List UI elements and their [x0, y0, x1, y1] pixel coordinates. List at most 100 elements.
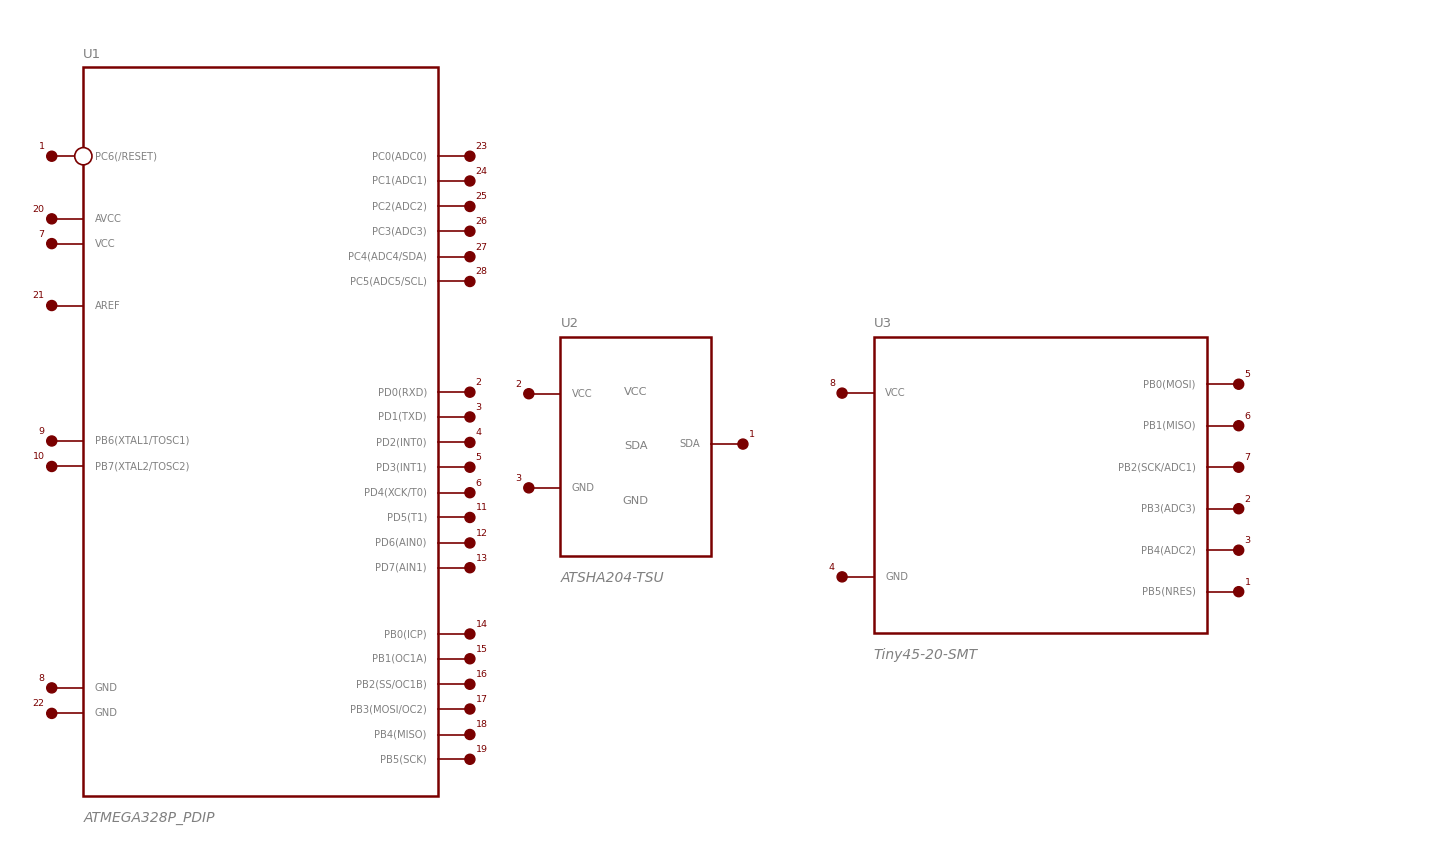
- Circle shape: [46, 152, 57, 162]
- Text: PD0(RXD): PD0(RXD): [378, 387, 427, 397]
- Circle shape: [46, 461, 57, 472]
- Text: PD2(INT0): PD2(INT0): [376, 438, 427, 447]
- Text: 16: 16: [476, 670, 487, 679]
- Circle shape: [466, 276, 474, 286]
- Bar: [560, 337, 711, 556]
- Text: PC6(/RESET): PC6(/RESET): [95, 152, 157, 161]
- Circle shape: [46, 436, 57, 446]
- Circle shape: [466, 412, 474, 422]
- Text: PB5(SCK): PB5(SCK): [381, 754, 427, 765]
- Circle shape: [46, 301, 57, 311]
- Text: 24: 24: [476, 167, 487, 176]
- Text: 17: 17: [476, 695, 487, 704]
- Text: GND: GND: [572, 482, 595, 493]
- Circle shape: [466, 387, 474, 397]
- Circle shape: [46, 214, 57, 224]
- Circle shape: [1233, 545, 1244, 555]
- Text: 10: 10: [33, 452, 45, 461]
- Text: 11: 11: [476, 504, 487, 513]
- Text: 3: 3: [1244, 536, 1250, 545]
- Circle shape: [1233, 504, 1244, 514]
- Circle shape: [466, 438, 474, 447]
- Text: 22: 22: [33, 700, 45, 708]
- Text: PC0(ADC0): PC0(ADC0): [372, 152, 427, 161]
- Circle shape: [466, 201, 474, 211]
- Circle shape: [466, 538, 474, 548]
- Text: 7: 7: [39, 230, 45, 238]
- Text: 1: 1: [749, 430, 754, 439]
- Text: ATMEGA328P_PDIP: ATMEGA328P_PDIP: [83, 811, 216, 825]
- Text: PB4(ADC2): PB4(ADC2): [1141, 546, 1196, 555]
- Text: GND: GND: [622, 496, 650, 506]
- Text: ATSHA204-TSU: ATSHA204-TSU: [560, 571, 664, 585]
- Circle shape: [466, 252, 474, 262]
- Text: PC5(ADC5/SCL): PC5(ADC5/SCL): [351, 276, 427, 286]
- Text: 8: 8: [39, 674, 45, 683]
- Text: 9: 9: [39, 427, 45, 436]
- Circle shape: [466, 754, 474, 765]
- Text: PB1(OC1A): PB1(OC1A): [372, 653, 427, 663]
- Text: PB7(XTAL2/TOSC2): PB7(XTAL2/TOSC2): [95, 461, 190, 472]
- Text: U2: U2: [560, 317, 579, 330]
- Circle shape: [466, 152, 474, 162]
- Bar: [83, 67, 438, 796]
- Text: PD6(AIN0): PD6(AIN0): [375, 538, 427, 548]
- Bar: [874, 337, 1207, 633]
- Circle shape: [1233, 462, 1244, 472]
- Text: 26: 26: [476, 217, 487, 226]
- Text: GND: GND: [885, 572, 908, 582]
- Text: U3: U3: [874, 317, 892, 330]
- Circle shape: [525, 482, 535, 493]
- Text: SDA: SDA: [624, 441, 648, 451]
- Text: AVCC: AVCC: [95, 214, 122, 224]
- Text: 2: 2: [1244, 494, 1250, 504]
- Circle shape: [46, 708, 57, 718]
- Text: PB2(SS/OC1B): PB2(SS/OC1B): [356, 679, 427, 690]
- Circle shape: [466, 226, 474, 237]
- Circle shape: [466, 704, 474, 714]
- Circle shape: [739, 439, 747, 449]
- Text: PB3(MOSI/OC2): PB3(MOSI/OC2): [351, 704, 427, 714]
- Text: AREF: AREF: [95, 301, 121, 311]
- Circle shape: [466, 629, 474, 639]
- Text: 5: 5: [476, 453, 481, 462]
- Text: VCC: VCC: [95, 238, 115, 248]
- Text: 28: 28: [476, 268, 487, 276]
- Text: PC3(ADC3): PC3(ADC3): [372, 226, 427, 237]
- Text: 3: 3: [476, 403, 481, 412]
- Text: PC1(ADC1): PC1(ADC1): [372, 176, 427, 186]
- Text: 2: 2: [476, 378, 481, 387]
- Text: VCC: VCC: [885, 388, 905, 398]
- Circle shape: [466, 513, 474, 523]
- Circle shape: [1233, 421, 1244, 431]
- Text: 3: 3: [516, 474, 522, 482]
- Text: PD7(AIN1): PD7(AIN1): [375, 562, 427, 573]
- Text: U1: U1: [83, 48, 102, 61]
- Circle shape: [46, 238, 57, 248]
- Text: 12: 12: [476, 529, 487, 538]
- Circle shape: [466, 679, 474, 690]
- Text: 2: 2: [516, 380, 522, 389]
- Text: 6: 6: [1244, 412, 1250, 421]
- Text: PB6(XTAL1/TOSC1): PB6(XTAL1/TOSC1): [95, 436, 190, 446]
- Text: VCC: VCC: [572, 389, 592, 399]
- Text: PB3(ADC3): PB3(ADC3): [1141, 504, 1196, 514]
- Text: 1: 1: [1244, 578, 1250, 587]
- Text: 25: 25: [476, 193, 487, 201]
- Text: PC4(ADC4/SDA): PC4(ADC4/SDA): [348, 252, 427, 262]
- Circle shape: [1233, 587, 1244, 597]
- Text: PB4(MISO): PB4(MISO): [375, 729, 427, 739]
- Circle shape: [836, 572, 846, 582]
- Text: PD5(T1): PD5(T1): [387, 513, 427, 523]
- Text: Tiny45-20-SMT: Tiny45-20-SMT: [874, 648, 977, 663]
- Text: 6: 6: [476, 478, 481, 488]
- Text: 14: 14: [476, 620, 487, 629]
- Circle shape: [836, 388, 846, 398]
- Text: 8: 8: [829, 379, 835, 388]
- Circle shape: [466, 488, 474, 498]
- Text: 27: 27: [476, 242, 487, 252]
- Text: 23: 23: [476, 142, 487, 152]
- Circle shape: [75, 147, 92, 165]
- Text: PB0(MOSI): PB0(MOSI): [1144, 379, 1196, 389]
- Text: VCC: VCC: [624, 386, 648, 397]
